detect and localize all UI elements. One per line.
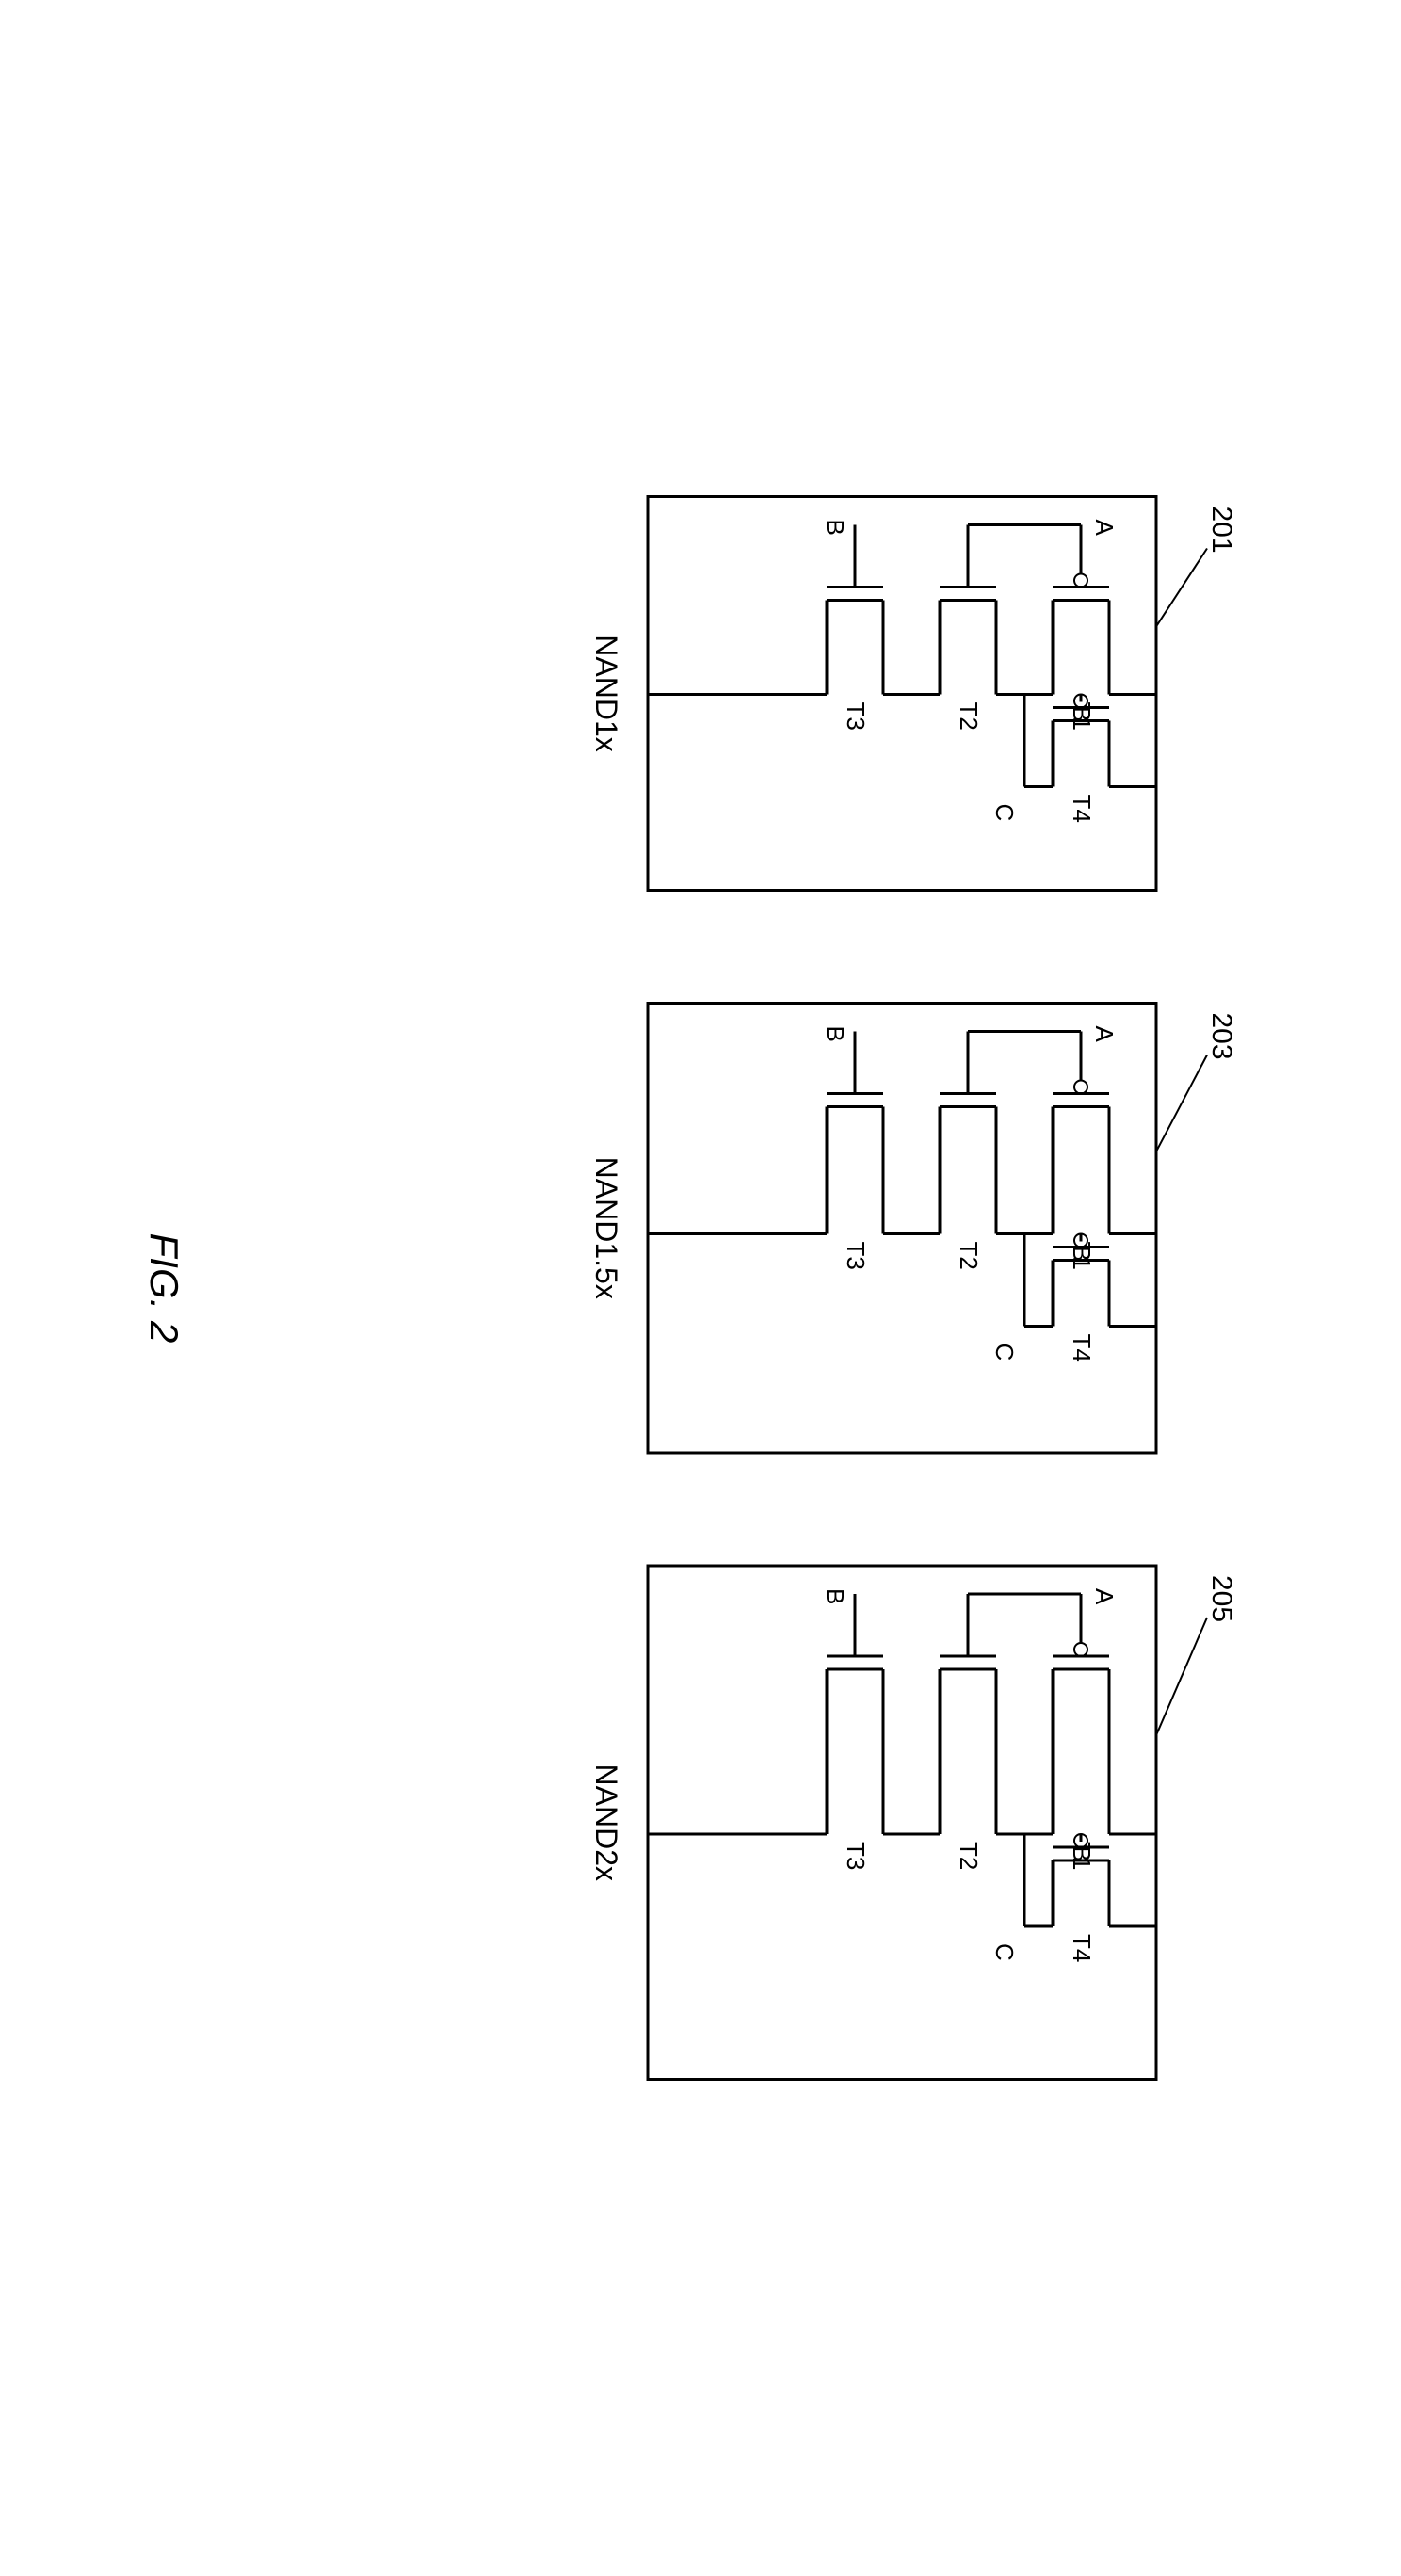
label-A: A [1090,1588,1119,1605]
leader-201 [1156,549,1207,627]
ref-203: 203 [1206,1013,1237,1060]
label-T2: T2 [955,702,983,731]
label-T3: T3 [842,702,870,731]
ref-201: 201 [1206,507,1237,554]
label-T1: T1 [1068,702,1096,731]
label-T4: T4 [1068,1334,1096,1362]
cell-cell1: ABBCT1T4T2T3 [648,497,1156,891]
label-A: A [1090,1026,1119,1043]
caption-cell3: NAND2x [589,1764,623,1881]
transistor-T1 [1024,1081,1137,1234]
figure-svg: ABBCT1T4T2T3201NAND1xABBCT1T4T2T3203NAND… [0,0,1401,2576]
caption-cell2: NAND1.5x [589,1157,623,1299]
label-T1: T1 [1068,1242,1096,1270]
label-B-nmos: B [821,1588,849,1604]
label-T2: T2 [955,1242,983,1270]
label-A: A [1090,520,1119,537]
label-T1: T1 [1068,1842,1096,1870]
label-C: C [990,1344,1019,1361]
label-T3: T3 [842,1242,870,1270]
transistor-T2 [911,1656,1024,1834]
caption-cell1: NAND1x [589,635,623,751]
cell-cell2: ABBCT1T4T2T3 [648,1004,1156,1454]
transistor-T3 [798,588,911,695]
label-T4: T4 [1068,795,1096,823]
label-B-nmos: B [821,1026,849,1042]
leader-205 [1156,1618,1207,1735]
label-T4: T4 [1068,1934,1096,1962]
cell-cell3: ABBCT1T4T2T3 [648,1566,1156,2080]
transistor-T1 [1024,574,1137,695]
transistor-T3 [798,1656,911,1834]
transistor-T1 [1024,1643,1137,1834]
label-T2: T2 [955,1842,983,1870]
label-C: C [990,804,1019,822]
label-B-nmos: B [821,520,849,536]
leader-203 [1156,1055,1207,1152]
ref-205: 205 [1206,1575,1237,1622]
transistor-T3 [798,1094,911,1234]
figure-label: FIG. 2 [142,1233,186,1344]
transistor-T2 [911,588,1024,695]
page: ABBCT1T4T2T3201NAND1xABBCT1T4T2T3203NAND… [0,0,1401,2576]
label-C: C [990,1943,1019,1961]
label-T3: T3 [842,1842,870,1870]
transistor-T2 [911,1094,1024,1234]
